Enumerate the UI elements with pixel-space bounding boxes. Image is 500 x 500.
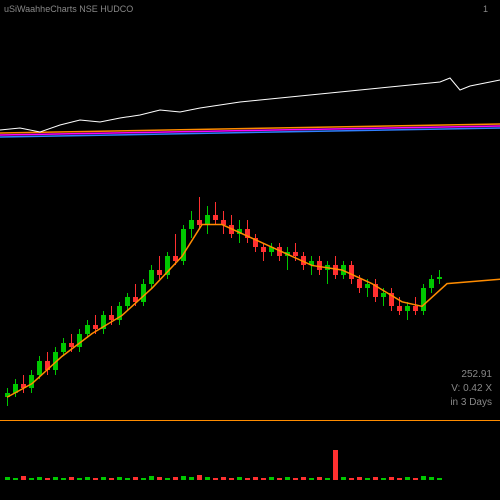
volume-bar: [269, 477, 274, 480]
volume-bar: [149, 476, 154, 480]
volume-bar: [53, 477, 58, 480]
volume-bar: [349, 478, 354, 480]
volume-bar: [253, 477, 258, 480]
volume-bar: [325, 478, 330, 480]
volume-bar: [213, 478, 218, 480]
price-info-box: 252.91 V: 0.42 X in 3 Days: [450, 368, 492, 410]
volume-bar: [429, 477, 434, 480]
volume-bar: [197, 475, 202, 480]
moving-average-line: [0, 170, 500, 420]
ticker-label: uSiWaahheCharts NSE HUDCO: [4, 4, 133, 14]
volume-bar: [381, 478, 386, 480]
volume-bar: [261, 478, 266, 480]
volume-bar: [301, 477, 306, 480]
volume-text: V: 0.42 X: [450, 382, 492, 396]
price-panel: [0, 170, 500, 420]
volume-bar: [165, 478, 170, 480]
volume-bar: [173, 477, 178, 480]
indicator-lines: [0, 20, 500, 160]
volume-bar: [221, 477, 226, 480]
volume-bar: [101, 477, 106, 480]
volume-bar: [285, 477, 290, 480]
volume-bar: [13, 478, 18, 480]
volume-bar: [157, 477, 162, 480]
indicator-panel: [0, 20, 500, 160]
chart-area[interactable]: [0, 20, 500, 420]
volume-bar: [93, 478, 98, 480]
volume-bar: [109, 478, 114, 480]
volume-bar: [333, 450, 338, 480]
volume-bar: [421, 476, 426, 480]
volume-bar: [29, 478, 34, 480]
volume-bar: [125, 478, 130, 480]
volume-bar: [205, 477, 210, 480]
volume-panel: [0, 420, 500, 480]
volume-bar: [237, 477, 242, 480]
volume-bar: [357, 477, 362, 480]
volume-bar: [181, 476, 186, 480]
volume-bar: [277, 478, 282, 480]
volume-bar: [365, 478, 370, 480]
volume-bar: [309, 478, 314, 480]
volume-bar: [405, 477, 410, 480]
volume-bar: [397, 478, 402, 480]
volume-bar: [245, 478, 250, 480]
volume-bar: [189, 477, 194, 480]
volume-bar: [141, 478, 146, 480]
volume-bar: [77, 478, 82, 480]
volume-bar: [45, 478, 50, 480]
volume-bar: [341, 477, 346, 480]
volume-bar: [437, 478, 442, 480]
volume-bar: [21, 476, 26, 480]
volume-bar: [61, 478, 66, 480]
days-text: in 3 Days: [450, 396, 492, 410]
volume-bar: [37, 477, 42, 480]
volume-bar: [229, 478, 234, 480]
current-price: 252.91: [450, 368, 492, 382]
volume-bar: [5, 477, 10, 480]
volume-bar: [85, 477, 90, 480]
volume-bar: [69, 477, 74, 480]
volume-bar: [117, 477, 122, 480]
chart-header: uSiWaahheCharts NSE HUDCO 1: [0, 4, 500, 20]
volume-bar: [317, 477, 322, 480]
volume-bar: [293, 478, 298, 480]
timeframe-label: 1: [483, 4, 488, 14]
volume-bar: [389, 477, 394, 480]
volume-bar: [373, 477, 378, 480]
volume-bar: [413, 478, 418, 480]
volume-bar: [133, 477, 138, 480]
